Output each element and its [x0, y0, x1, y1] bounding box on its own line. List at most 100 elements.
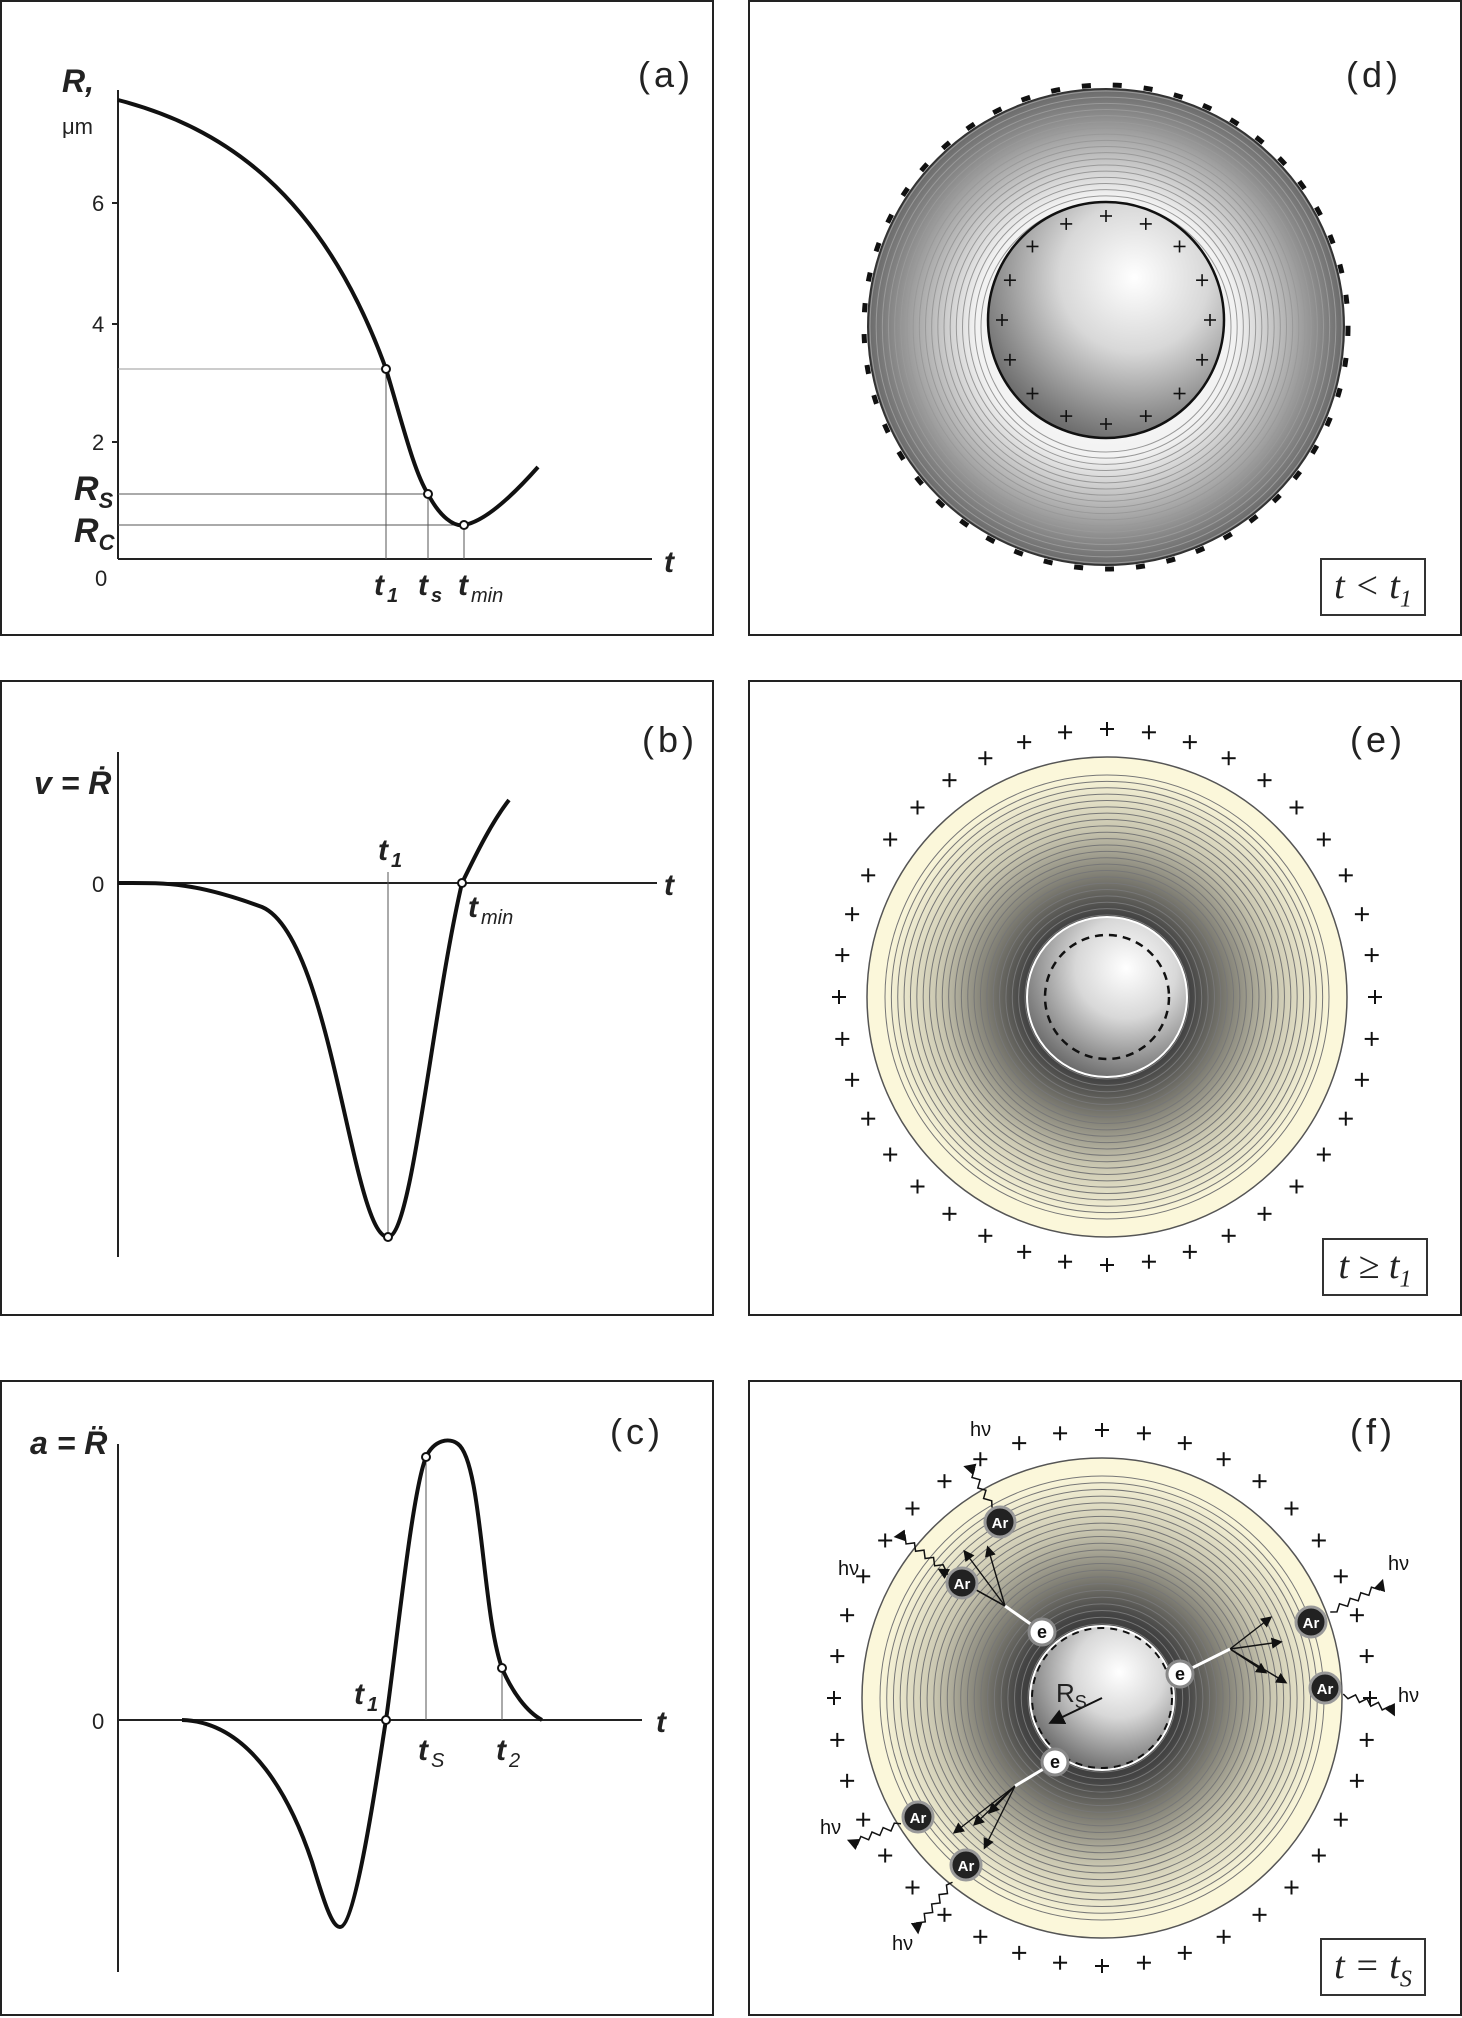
argon-atom: Ar	[949, 1848, 983, 1882]
plus-charge	[973, 1929, 988, 1944]
contour-ring	[918, 139, 1294, 515]
contour-ring	[955, 176, 1257, 478]
contour-ring	[986, 876, 1228, 1118]
label-tmin: t min	[458, 569, 503, 607]
contour-ring	[962, 183, 1250, 471]
panel-tag: (c)	[610, 1411, 664, 1452]
contour-ring	[869, 90, 1343, 564]
svg-text:Ar: Ar	[954, 1576, 971, 1593]
plus-charge	[1058, 1254, 1073, 1269]
plus-charge	[1204, 314, 1216, 326]
plus-charge	[1216, 1929, 1231, 1944]
contour-ring	[992, 882, 1222, 1112]
plus-charge	[1182, 735, 1197, 750]
plus-charge	[856, 1569, 871, 1584]
contour-ring	[960, 850, 1254, 1144]
outer-plus-charges	[832, 722, 1382, 1272]
plus-charge	[1100, 1258, 1114, 1272]
panel-tag: (a)	[638, 54, 694, 95]
plus-charge	[1003, 274, 1016, 287]
core-dashed-boundary	[1031, 1627, 1173, 1769]
plus-charge	[1141, 725, 1156, 740]
plus-charge	[1139, 217, 1152, 230]
contour-ring	[890, 780, 1324, 1214]
contour-ring	[966, 1562, 1238, 1834]
plus-charge	[1364, 948, 1379, 963]
collision-track	[983, 1785, 1016, 1850]
svg-text:e: e	[1050, 1752, 1060, 1772]
point-tmin	[459, 520, 469, 530]
argon-excitation-events: e Ar hν Ar hν e Ar hν Ar hν e Ar hν Ar hν	[820, 1419, 1419, 1955]
plus-charge	[1060, 410, 1073, 423]
argon-atom: Ar	[1294, 1605, 1328, 1639]
plus-charge	[1311, 1533, 1326, 1548]
shell-contours	[879, 1475, 1325, 1921]
plus-charge	[1026, 240, 1039, 253]
plus-charge	[883, 832, 898, 847]
plus-charge	[830, 1649, 845, 1664]
plus-charge	[878, 1848, 893, 1863]
tick-label-4: 4	[92, 312, 104, 337]
y-axis-unit: μm	[62, 114, 93, 139]
plus-charge	[1289, 1179, 1304, 1194]
contour-ring	[949, 170, 1263, 484]
point-t1	[381, 1715, 391, 1725]
plus-charge	[1139, 410, 1152, 423]
label-rc: RC	[74, 512, 116, 555]
plus-charge	[835, 948, 850, 963]
plus-charge	[835, 1031, 850, 1046]
plus-charge	[1012, 1436, 1027, 1451]
panel-e: (e) t ≥ t1	[748, 680, 1462, 1316]
plus-charge	[1368, 990, 1382, 1004]
contour-ring	[1007, 1603, 1197, 1793]
contour-ring	[906, 127, 1306, 527]
contour-ring	[1020, 1616, 1184, 1780]
contour-ring	[973, 1569, 1231, 1827]
contour-ring	[909, 799, 1305, 1195]
plus-charge	[1196, 353, 1209, 366]
contour-ring	[937, 158, 1275, 496]
y-axis-label: a = R̈	[30, 1425, 107, 1461]
panel-tag: (d)	[1346, 54, 1402, 95]
plus-charge	[1100, 418, 1112, 430]
contour-ring	[980, 1576, 1224, 1820]
contour-ring	[993, 1589, 1211, 1807]
plus-charge	[942, 1206, 957, 1221]
plus-charge	[978, 1228, 993, 1243]
plus-charge	[942, 773, 957, 788]
plus-charge	[1136, 1955, 1151, 1970]
collision-track	[963, 1549, 1006, 1607]
plus-charge	[1136, 1426, 1151, 1441]
bubble-diagram-f: (f) RS e Ar hν Ar hν e Ar hν Ar hν e Ar hν Ar hν	[820, 1411, 1419, 1973]
point-min	[383, 1232, 393, 1242]
plus-charge	[1177, 1436, 1192, 1451]
inner-core	[986, 200, 1226, 440]
contour-ring	[1024, 914, 1190, 1080]
contour-ring	[919, 1515, 1285, 1881]
collision-track	[1229, 1648, 1288, 1684]
tick-label-0: 0	[92, 872, 104, 897]
plus-charge	[1182, 1244, 1197, 1259]
plus-charge	[1053, 1955, 1068, 1970]
contour-ring	[900, 121, 1312, 533]
plus-charge	[1359, 1649, 1374, 1664]
contour-ring	[953, 1549, 1251, 1847]
panel-tag: (e)	[1350, 719, 1406, 760]
plus-charge	[1060, 217, 1073, 230]
plus-charge	[1257, 773, 1272, 788]
contour-ring	[931, 152, 1281, 502]
tick-label-2: 2	[92, 430, 104, 455]
plus-charge	[937, 1907, 952, 1922]
acceleration-curve	[181, 1438, 544, 1930]
contour-ring	[973, 863, 1241, 1131]
plus-charge	[1003, 353, 1016, 366]
plus-charge	[1058, 725, 1073, 740]
plus-charge	[856, 1812, 871, 1827]
radius-arrow	[1048, 1697, 1103, 1725]
contour-ring	[1005, 895, 1209, 1099]
label-rs: RS	[74, 470, 114, 513]
